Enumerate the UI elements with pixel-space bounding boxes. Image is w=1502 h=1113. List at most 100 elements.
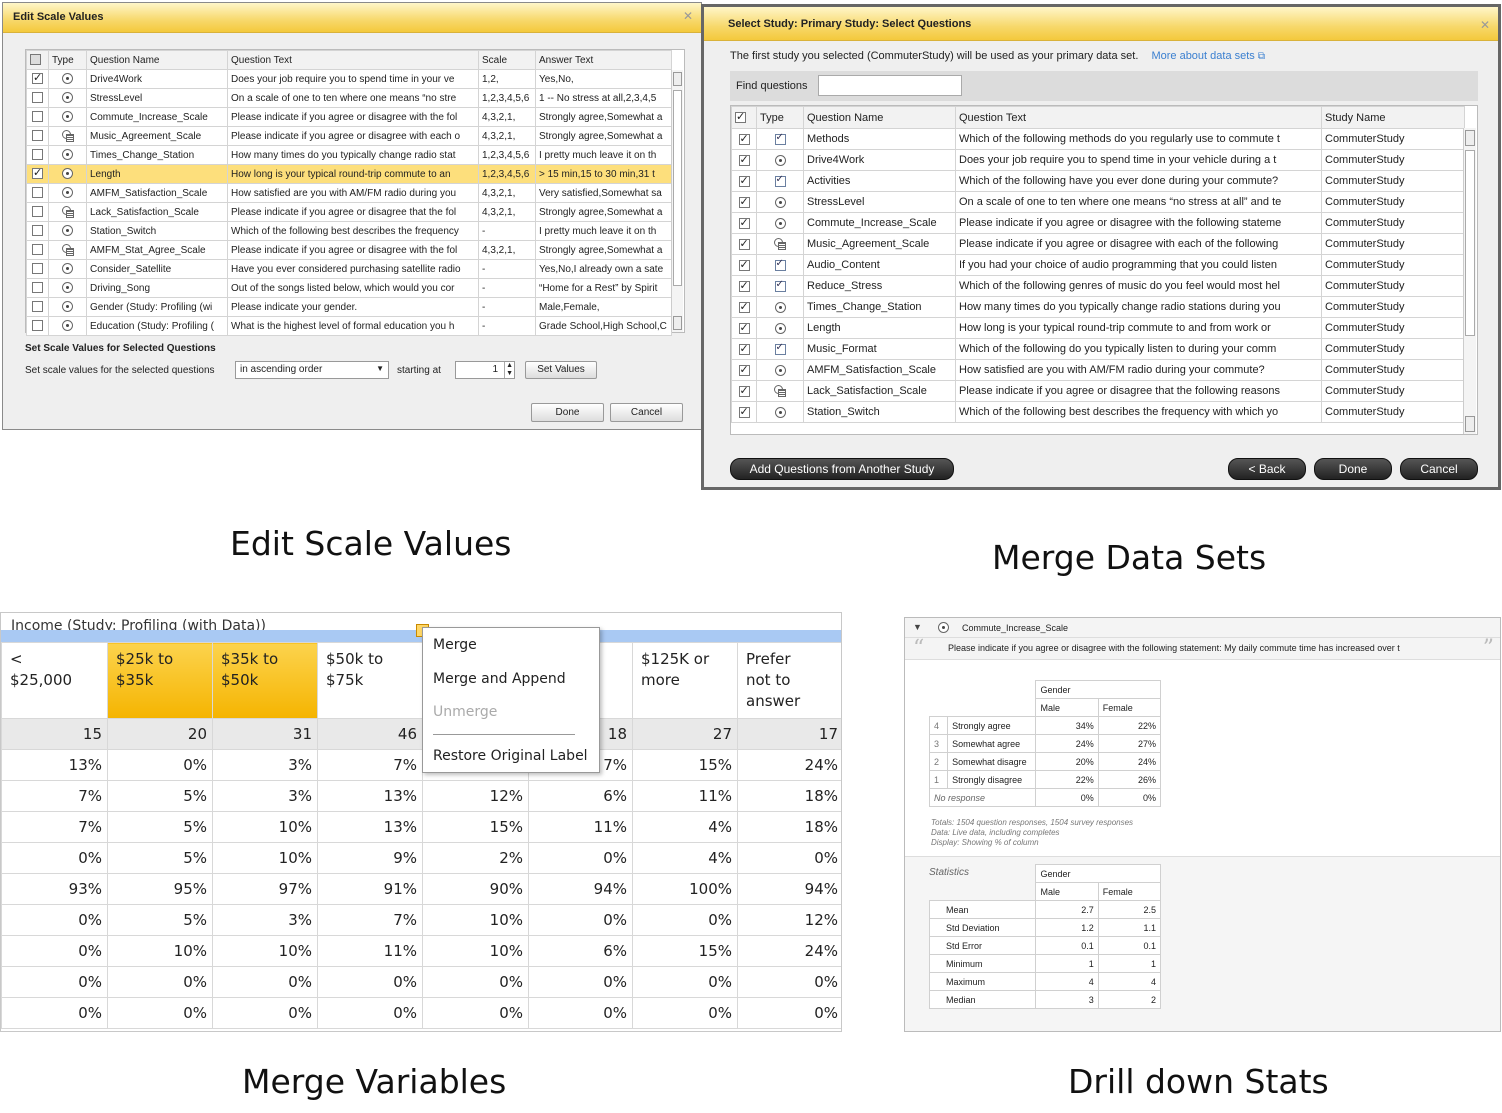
category-header[interactable]: Prefer not to answer [737,642,841,719]
edit-scale-scrollbar[interactable] [671,70,683,332]
done-button[interactable]: Done [531,403,604,422]
row-checkbox[interactable] [26,107,49,127]
col-question-name[interactable]: Question Name [86,50,228,70]
col-answer-text[interactable]: Answer Text [535,50,672,70]
row-checkbox[interactable] [26,145,49,165]
find-questions-input[interactable] [818,75,962,96]
radio-type-icon [62,301,73,313]
row-checkbox[interactable] [731,170,757,192]
add-questions-button[interactable]: Add Questions from Another Study [730,458,954,480]
table-row[interactable]: AMFM_Stat_Agree_Scale Please indicate if … [26,240,672,260]
row-checkbox[interactable] [731,191,757,213]
table-row[interactable]: Driving_Song Out of the songs listed belo… [26,278,672,298]
row-checkbox[interactable] [731,380,757,402]
back-button[interactable]: < Back [1228,458,1306,480]
row-type [48,164,87,184]
row-checkbox[interactable] [731,212,757,234]
row-checkbox[interactable] [26,297,49,317]
row-checkbox[interactable] [731,359,757,381]
row-checkbox[interactable] [26,259,49,279]
select-all-checkbox[interactable] [731,106,757,129]
row-checkbox[interactable] [26,88,49,108]
row-checkbox[interactable] [26,240,49,260]
row-checkbox[interactable] [731,149,757,171]
row-checkbox[interactable] [26,221,49,241]
row-checkbox[interactable] [731,254,757,276]
row-checkbox[interactable] [731,401,757,423]
cancel-button[interactable]: Cancel [610,403,683,422]
category-header[interactable]: $50k to $75k [317,642,423,719]
percent-cell: 5% [107,842,213,874]
row-checkbox[interactable] [26,164,49,184]
row-checkbox[interactable] [26,316,49,336]
col-question-text[interactable]: Question Text [227,50,479,70]
order-select[interactable]: in ascending order ▼ [235,361,389,379]
more-about-link[interactable]: More about data sets [1151,50,1255,62]
close-icon[interactable]: ✕ [1479,18,1490,32]
table-row[interactable]: Education (Study: Profiling (What is the… [26,316,672,336]
row-type [48,126,87,146]
row-checkbox[interactable] [731,296,757,318]
row-checkbox[interactable] [731,233,757,255]
row-checkbox[interactable] [731,275,757,297]
category-header[interactable]: $25k to $35k [107,642,213,719]
col-question-text[interactable]: Question Text [955,106,1322,129]
close-icon[interactable]: ✕ [682,9,693,23]
row-checkbox[interactable] [26,183,49,203]
col-type[interactable]: Type [48,50,87,70]
table-row[interactable]: Gender (Study: Profiling (wi Please indic… [26,297,672,317]
done-button[interactable]: Done [1314,458,1392,480]
set-values-button[interactable]: Set Values [525,361,597,379]
category-header[interactable]: $35k to $50k [212,642,318,719]
table-row[interactable]: Consider_Satellite Have you ever consider… [26,259,672,279]
menu-merge-append[interactable]: Merge and Append [433,671,566,687]
cancel-button[interactable]: Cancel [1400,458,1478,480]
radio-type-icon [62,282,73,294]
percent-cell: 12% [737,904,841,936]
category-header[interactable]: $125K or more [632,642,738,719]
category-header[interactable]: < $25,000 [1,642,108,719]
col-question-name[interactable]: Question Name [803,106,956,129]
row-checkbox[interactable] [731,317,757,339]
row-checkbox[interactable] [26,126,49,146]
row-checkbox[interactable] [26,202,49,222]
menu-unmerge[interactable]: Unmerge [433,704,498,720]
row-checkbox[interactable] [731,338,757,360]
row-checkbox[interactable] [26,278,49,298]
row-checkbox[interactable] [26,69,49,89]
row-checkbox[interactable] [731,128,757,150]
menu-restore[interactable]: Restore Original Label [433,748,588,764]
col-study-name[interactable]: Study Name [1321,106,1465,129]
select-all-checkbox[interactable] [26,50,49,70]
spinner-icon[interactable]: ▲ ▼ [504,362,513,378]
select-study-scrollbar[interactable] [1463,128,1476,434]
col-type[interactable]: Type [756,106,804,129]
starting-input[interactable]: 1 ▲ ▼ [455,361,515,379]
col-scale[interactable]: Scale [478,50,536,70]
menu-merge[interactable]: Merge [433,637,477,653]
collapse-icon[interactable]: ▼ [913,622,922,632]
